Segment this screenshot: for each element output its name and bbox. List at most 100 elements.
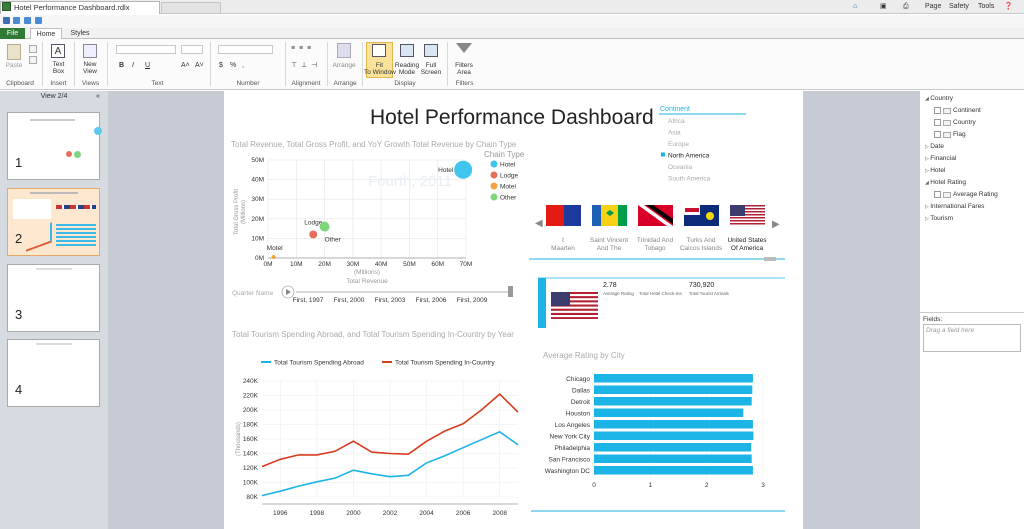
flag-label[interactable]: Saint Vincent And The bbox=[590, 237, 628, 252]
play-icon[interactable] bbox=[286, 289, 291, 295]
undo-icon[interactable] bbox=[13, 17, 20, 24]
flag-label[interactable]: Trinidad And Tobago bbox=[637, 237, 674, 252]
filters-area-button[interactable]: Filters Area bbox=[455, 62, 473, 76]
tab-file[interactable]: File bbox=[0, 28, 25, 39]
arrange-icon[interactable] bbox=[337, 43, 351, 58]
collapsed-icon[interactable]: ▷ bbox=[925, 144, 931, 150]
field-group-country[interactable]: ◢ Country bbox=[925, 95, 953, 102]
home-icon[interactable]: ⌂ bbox=[853, 3, 858, 10]
save-icon[interactable] bbox=[3, 17, 10, 24]
field-item[interactable]: Flag bbox=[934, 131, 966, 138]
field-item[interactable]: Country bbox=[934, 119, 976, 126]
feed-icon[interactable]: ▣ bbox=[880, 3, 887, 10]
bar[interactable] bbox=[594, 466, 753, 475]
reading-mode-button[interactable]: Reading Mode bbox=[394, 62, 420, 76]
continent-item[interactable]: Europe bbox=[668, 141, 689, 148]
bar[interactable] bbox=[594, 420, 753, 429]
bar[interactable] bbox=[594, 385, 753, 395]
field-group-date[interactable]: ▷ Date bbox=[925, 143, 944, 150]
font-size-select[interactable] bbox=[181, 45, 203, 54]
scatter-point-lodge[interactable] bbox=[309, 230, 318, 239]
new-view-icon[interactable] bbox=[83, 44, 97, 58]
continent-item[interactable]: Oceania bbox=[668, 164, 693, 171]
expanded-icon[interactable]: ◢ bbox=[925, 180, 931, 186]
reading-mode-icon[interactable] bbox=[400, 44, 414, 57]
paste-icon[interactable] bbox=[7, 44, 21, 60]
underline-icon[interactable]: U bbox=[145, 62, 151, 69]
text-box-button[interactable]: Text Box bbox=[52, 61, 65, 75]
scatter-point-motel[interactable] bbox=[271, 255, 276, 260]
full-screen-button[interactable]: Full Screen bbox=[420, 62, 442, 76]
currency-icon[interactable]: $ bbox=[219, 62, 223, 69]
help-icon[interactable]: ❓ bbox=[1004, 3, 1013, 10]
arrange-button[interactable]: Arrange bbox=[332, 62, 356, 69]
collapsed-icon[interactable]: ▷ bbox=[925, 156, 931, 162]
view-thumbnail-1[interactable]: 1 bbox=[7, 112, 102, 180]
line-series-2[interactable] bbox=[261, 393, 519, 468]
new-tab-button[interactable] bbox=[161, 2, 221, 14]
number-format-select[interactable] bbox=[218, 45, 273, 54]
field-item[interactable]: Continent bbox=[934, 107, 981, 114]
bar[interactable] bbox=[594, 431, 754, 441]
valign-icons[interactable]: ⊤ ⊥ ⊣ bbox=[291, 62, 319, 69]
line-series-1[interactable] bbox=[261, 430, 519, 497]
copy-icon[interactable] bbox=[29, 56, 37, 64]
field-group-tourism[interactable]: ▷ Tourism bbox=[925, 215, 953, 222]
field-group-hotel[interactable]: ▷ Hotel bbox=[925, 167, 945, 174]
field-checkbox[interactable] bbox=[934, 191, 941, 198]
collapsed-icon[interactable]: ▷ bbox=[925, 168, 931, 174]
continent-item[interactable]: North America bbox=[668, 153, 710, 160]
italic-icon[interactable]: I bbox=[132, 62, 134, 69]
field-group-financial[interactable]: ▷ Financial bbox=[925, 155, 956, 162]
grow-font-icon[interactable]: A˄ bbox=[181, 62, 190, 69]
flags-prev-icon[interactable]: ◀ bbox=[535, 218, 543, 229]
field-group-hotel-rating[interactable]: ◢ Hotel Rating bbox=[925, 179, 966, 186]
cut-icon[interactable] bbox=[29, 45, 37, 53]
continent-item[interactable]: Asia bbox=[668, 130, 681, 137]
bar[interactable] bbox=[594, 374, 753, 383]
toolbar-tools[interactable]: Tools bbox=[978, 3, 995, 10]
bar[interactable] bbox=[594, 397, 752, 406]
text-box-icon[interactable]: A bbox=[51, 44, 65, 58]
field-checkbox[interactable] bbox=[934, 107, 941, 114]
tab-home[interactable]: Home bbox=[30, 28, 62, 39]
filter-icon[interactable] bbox=[456, 43, 472, 53]
bold-icon[interactable]: B bbox=[119, 62, 125, 69]
scatter-point-other[interactable] bbox=[319, 221, 330, 232]
font-family-select[interactable] bbox=[116, 45, 176, 54]
field-drop-zone[interactable]: Drag a field here bbox=[923, 324, 1021, 352]
scatter-point-hotel[interactable] bbox=[454, 160, 473, 179]
view-thumbnail-2[interactable]: 2 bbox=[7, 188, 100, 256]
collapse-pane-icon[interactable]: « bbox=[96, 93, 100, 100]
browser-tab[interactable]: Hotel Performance Dashboard.rdlx bbox=[0, 1, 160, 14]
field-checkbox[interactable] bbox=[934, 119, 941, 126]
align-icons[interactable]: ≡ ≡ ≡ bbox=[291, 45, 313, 52]
play-axis-thumb[interactable] bbox=[508, 286, 513, 297]
refresh-icon[interactable] bbox=[35, 17, 42, 24]
flag-label[interactable]: t Maarten bbox=[551, 237, 575, 252]
toolbar-page[interactable]: Page bbox=[925, 3, 942, 10]
bar[interactable] bbox=[594, 443, 752, 452]
view-thumbnail-4[interactable]: 4 bbox=[7, 339, 100, 407]
comma-icon[interactable]: , bbox=[242, 62, 244, 69]
tab-styles[interactable]: Styles bbox=[70, 30, 90, 37]
flag-label[interactable]: Turks And Caicos Islands bbox=[680, 237, 723, 252]
new-view-button[interactable]: New View bbox=[83, 61, 97, 75]
percent-icon[interactable]: % bbox=[230, 62, 237, 69]
fit-to-window-button[interactable]: Fit To Window bbox=[364, 62, 396, 76]
collapsed-icon[interactable]: ▷ bbox=[925, 204, 931, 210]
paste-button[interactable]: Paste bbox=[5, 62, 23, 69]
field-item[interactable]: Average Rating bbox=[934, 191, 998, 198]
field-checkbox[interactable] bbox=[934, 131, 941, 138]
continent-item[interactable]: South America bbox=[668, 176, 711, 183]
toolbar-safety[interactable]: Safety bbox=[949, 3, 969, 10]
print-icon[interactable]: ⎙ bbox=[903, 3, 909, 10]
expanded-icon[interactable]: ◢ bbox=[925, 96, 931, 102]
flag-label[interactable]: United States Of America bbox=[727, 237, 767, 252]
continent-item[interactable]: Africa bbox=[668, 118, 685, 125]
full-screen-icon[interactable] bbox=[424, 44, 438, 57]
collapsed-icon[interactable]: ▷ bbox=[925, 216, 931, 222]
field-group-international-fares[interactable]: ▷ International Fares bbox=[925, 203, 984, 210]
shrink-font-icon[interactable]: A˅ bbox=[195, 62, 204, 69]
bar[interactable] bbox=[594, 408, 744, 418]
